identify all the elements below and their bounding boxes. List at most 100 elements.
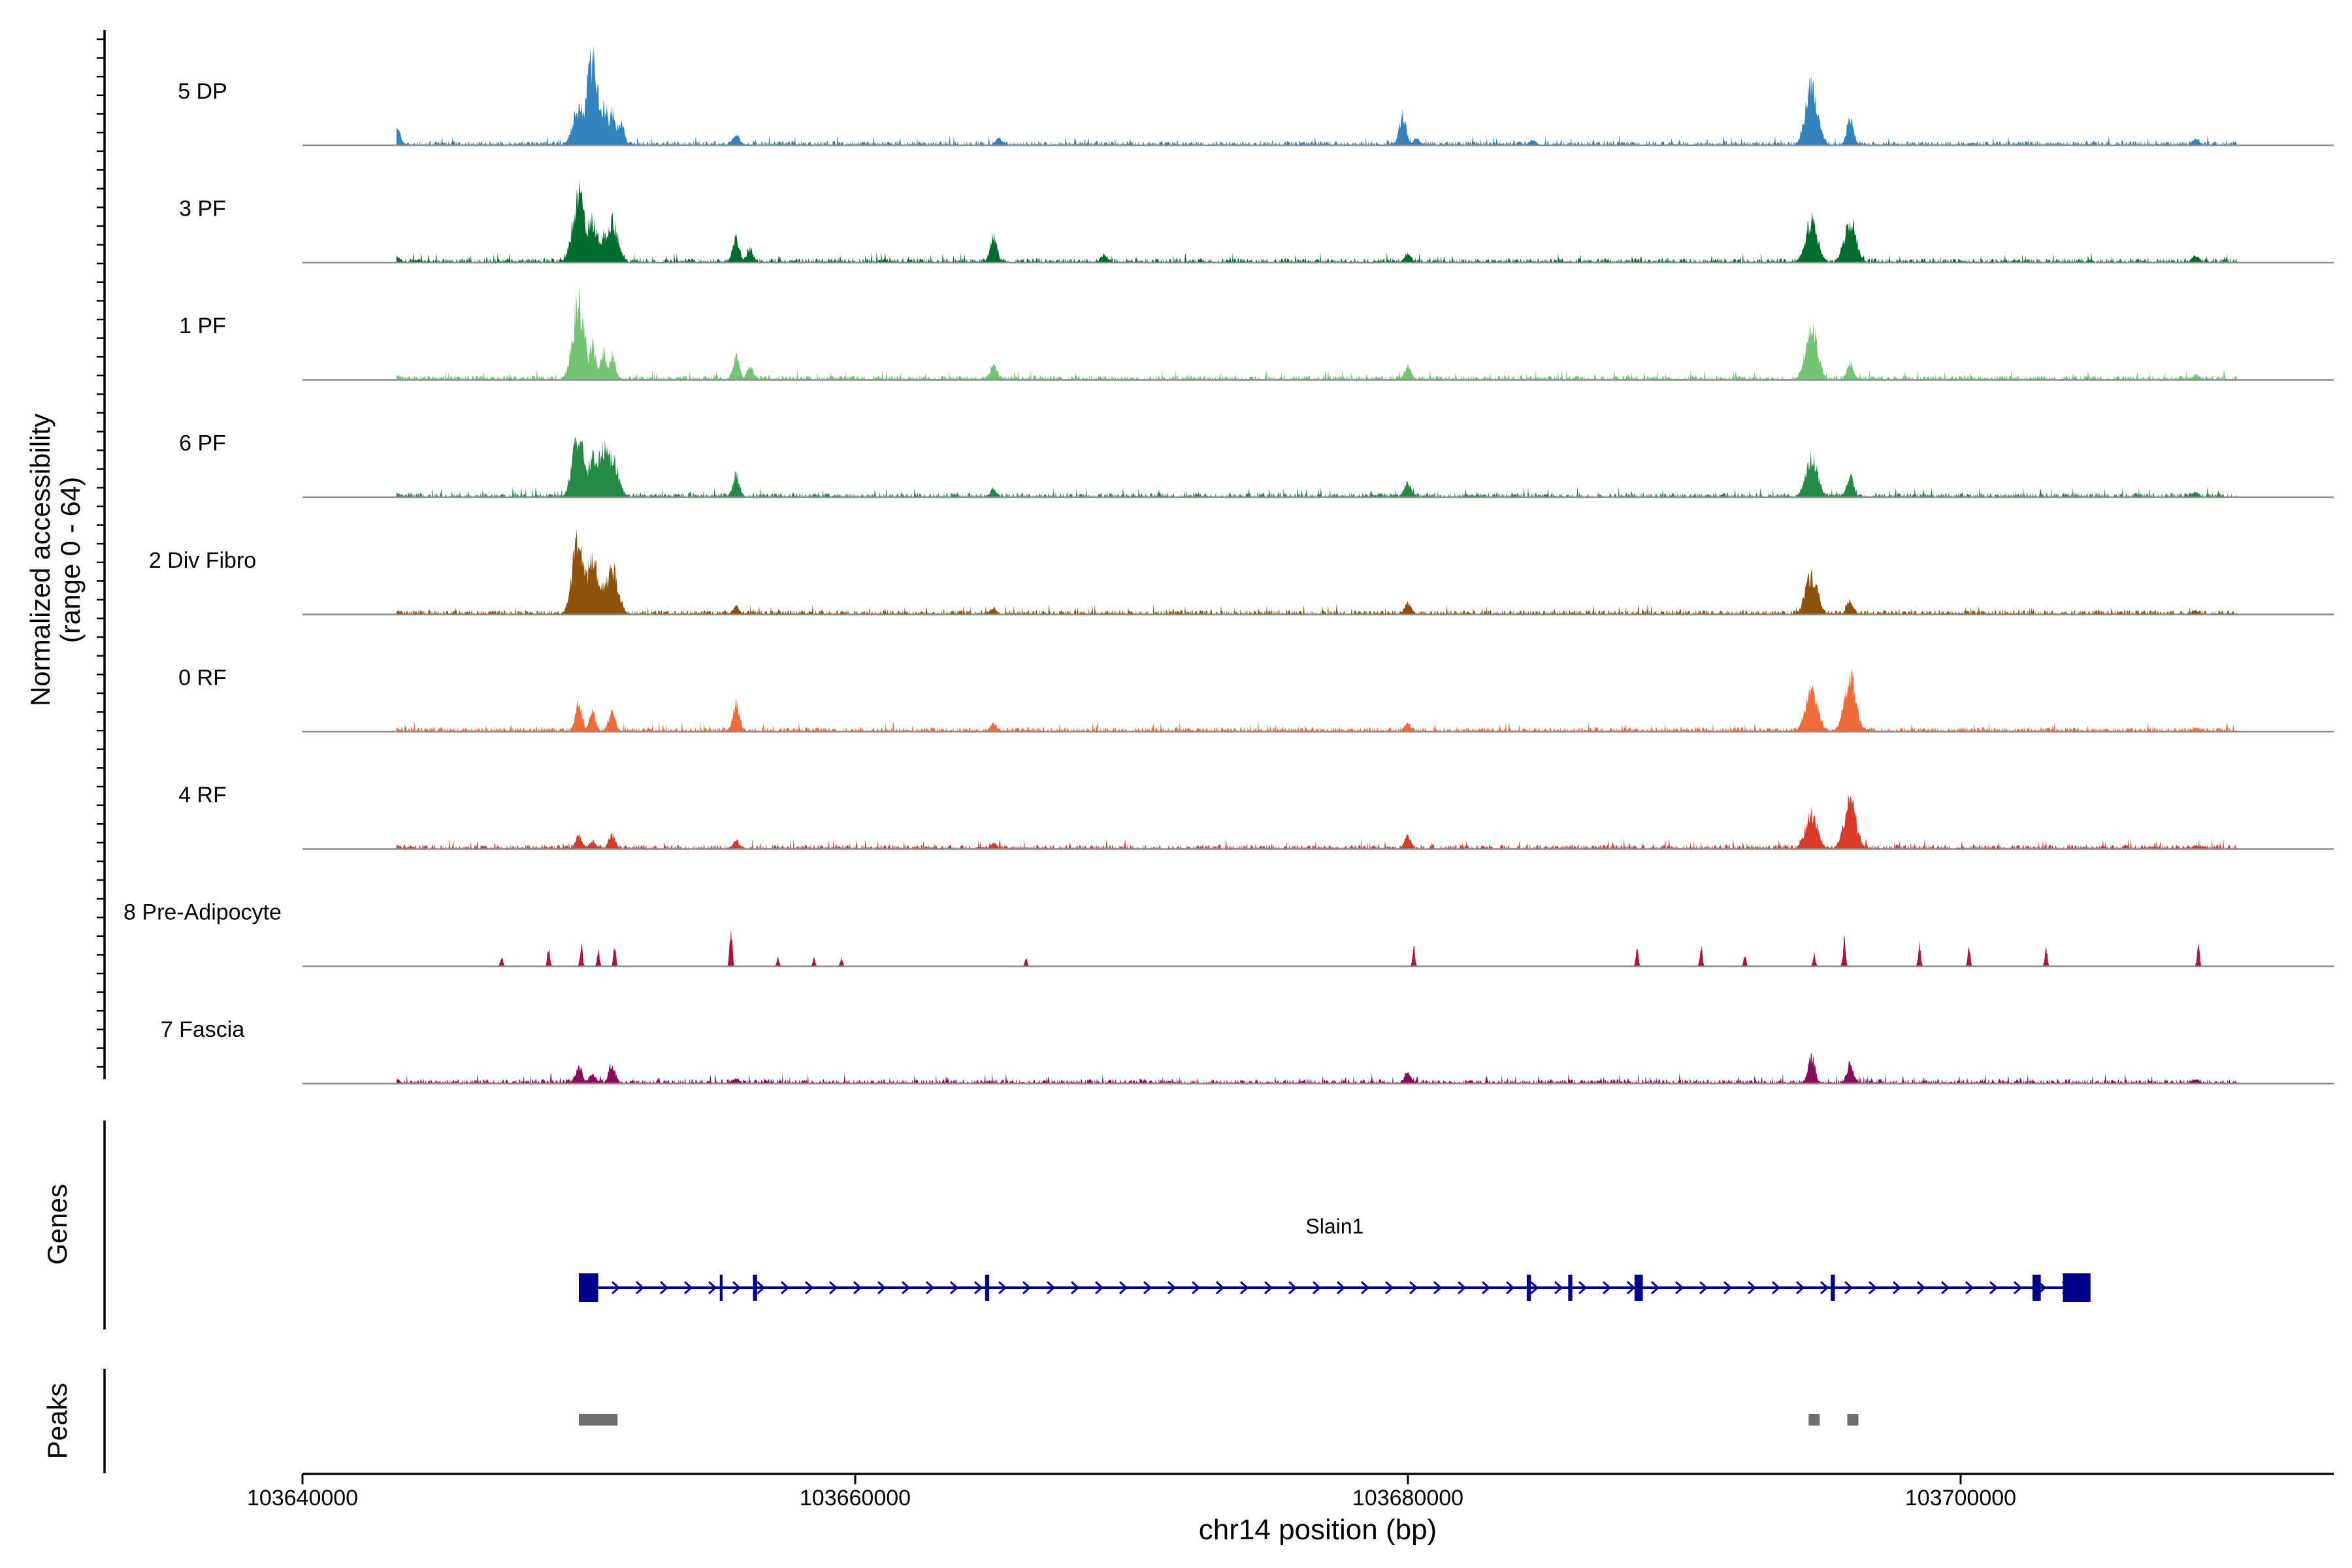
- strand-arrow: [804, 1281, 814, 1295]
- strand-arrow: [611, 1281, 621, 1295]
- strand-arrow: [2013, 1281, 2023, 1295]
- strand-arrow: [1916, 1281, 1926, 1295]
- strand-arrow: [683, 1281, 693, 1295]
- genes-track: Slain1: [578, 1215, 2091, 1302]
- strand-arrow: [756, 1281, 766, 1295]
- strand-arrow: [1384, 1281, 1394, 1295]
- strand-arrow: [1940, 1281, 1950, 1295]
- strand-arrow: [1143, 1281, 1152, 1295]
- strand-arrow: [949, 1281, 959, 1295]
- track-4-rf: 4 RF: [178, 783, 2334, 850]
- track-label: 0 RF: [178, 666, 227, 691]
- gene-exon: [1568, 1275, 1573, 1301]
- strand-arrow: [1119, 1281, 1128, 1295]
- gene-exon: [578, 1273, 598, 1302]
- coverage-area: [396, 928, 2237, 966]
- track-label: 4 RF: [178, 783, 227, 808]
- x-tick-label: 103640000: [247, 1486, 358, 1511]
- axes: Normalized accessibility (range 0 - 64) …: [25, 30, 2334, 1546]
- strand-arrow: [1312, 1281, 1322, 1295]
- track-8-pre-adipocyte: 8 Pre-Adipocyte: [123, 900, 2334, 968]
- strand-arrow: [1795, 1281, 1805, 1295]
- axis-ticks: 103640000 103660000 103680000 103700000: [97, 38, 2016, 1511]
- x-tick-label: 103680000: [1352, 1486, 1463, 1511]
- strand-arrow: [1433, 1281, 1443, 1295]
- strand-arrow: [1844, 1281, 1854, 1295]
- track-3-pf: 3 PF: [179, 180, 2334, 264]
- strand-arrow: [901, 1281, 911, 1295]
- strand-arrow: [1481, 1281, 1491, 1295]
- coverage-tracks: 5 DP 3 PF 1 PF 6 PF 2 Div Fibro 0 RF 4 RF 8 Pre…: [123, 45, 2334, 1085]
- peaks-track: [578, 1414, 1859, 1426]
- peak-region: [1808, 1414, 1820, 1426]
- coverage-area: [396, 670, 2237, 732]
- track-1-pf: 1 PF: [179, 287, 2334, 381]
- strand-arrow: [1771, 1281, 1781, 1295]
- coverage-area: [396, 45, 2237, 146]
- strand-arrow: [1554, 1281, 1563, 1295]
- track-label: 6 PF: [179, 431, 226, 456]
- gene-exon: [2063, 1273, 2091, 1302]
- strand-arrow: [1820, 1281, 1829, 1295]
- strand-arrow: [1892, 1281, 1902, 1295]
- strand-arrow: [1457, 1281, 1467, 1295]
- strand-arrow: [1070, 1281, 1080, 1295]
- strand-arrow: [1094, 1281, 1104, 1295]
- x-tick-label: 103660000: [800, 1486, 911, 1511]
- strand-arrow: [973, 1281, 983, 1295]
- gene-exon: [1831, 1275, 1835, 1301]
- strand-arrow: [1264, 1281, 1273, 1295]
- strand-arrow: [1989, 1281, 1999, 1295]
- gene-exon: [2032, 1275, 2041, 1301]
- gene-exon: [719, 1275, 723, 1301]
- coverage-area: [396, 528, 2237, 615]
- peak-region: [578, 1414, 618, 1426]
- strand-arrow: [732, 1281, 742, 1295]
- strand-arrow: [1336, 1281, 1346, 1295]
- track-label: 1 PF: [179, 314, 226, 338]
- gene-name: Slain1: [1305, 1215, 1364, 1238]
- strand-arrow: [708, 1281, 717, 1295]
- gene-exon: [1526, 1275, 1531, 1301]
- strand-arrow: [1022, 1281, 1032, 1295]
- strand-arrow: [1288, 1281, 1298, 1295]
- coverage-area: [396, 1053, 2237, 1084]
- gene-exon: [985, 1275, 990, 1301]
- strand-arrow: [1409, 1281, 1418, 1295]
- track-7-fascia: 7 Fascia: [161, 1017, 2334, 1085]
- strand-arrow: [1602, 1281, 1612, 1295]
- strand-arrow: [925, 1281, 935, 1295]
- gene-exon: [1634, 1275, 1643, 1301]
- strand-arrow: [877, 1281, 887, 1295]
- strand-arrow: [635, 1281, 645, 1295]
- strand-arrow: [1965, 1281, 1974, 1295]
- coverage-area: [396, 795, 2237, 849]
- strand-arrow: [1360, 1281, 1370, 1295]
- strand-arrow: [780, 1281, 790, 1295]
- track-label: 3 PF: [179, 197, 226, 221]
- strand-arrow: [1868, 1281, 1878, 1295]
- strand-arrow: [659, 1281, 669, 1295]
- coverage-area: [396, 287, 2237, 380]
- strand-arrow: [1239, 1281, 1249, 1295]
- peak-region: [1847, 1414, 1859, 1426]
- strand-arrow: [1674, 1281, 1684, 1295]
- strand-arrow: [1191, 1281, 1201, 1295]
- strand-arrow: [1747, 1281, 1757, 1295]
- coverage-y-label: Normalized accessibility: [25, 414, 56, 706]
- strand-arrow: [998, 1281, 1007, 1295]
- track-6-pf: 6 PF: [179, 431, 2334, 498]
- track-label: 7 Fascia: [161, 1017, 245, 1042]
- coverage-y-label-range: (range 0 - 64): [55, 477, 86, 643]
- strand-arrow: [1650, 1281, 1660, 1295]
- strand-arrow: [1578, 1281, 1588, 1295]
- strand-arrow: [1046, 1281, 1056, 1295]
- strand-arrow: [1529, 1281, 1539, 1295]
- track-5-dp: 5 DP: [178, 45, 2334, 146]
- gene-exon: [753, 1275, 757, 1301]
- strand-arrow: [1167, 1281, 1177, 1295]
- genes-panel-label: Genes: [42, 1184, 73, 1265]
- track-label: 8 Pre-Adipocyte: [123, 900, 282, 925]
- x-axis-title: chr14 position (bp): [1199, 1514, 1437, 1546]
- coverage-area: [396, 180, 2237, 263]
